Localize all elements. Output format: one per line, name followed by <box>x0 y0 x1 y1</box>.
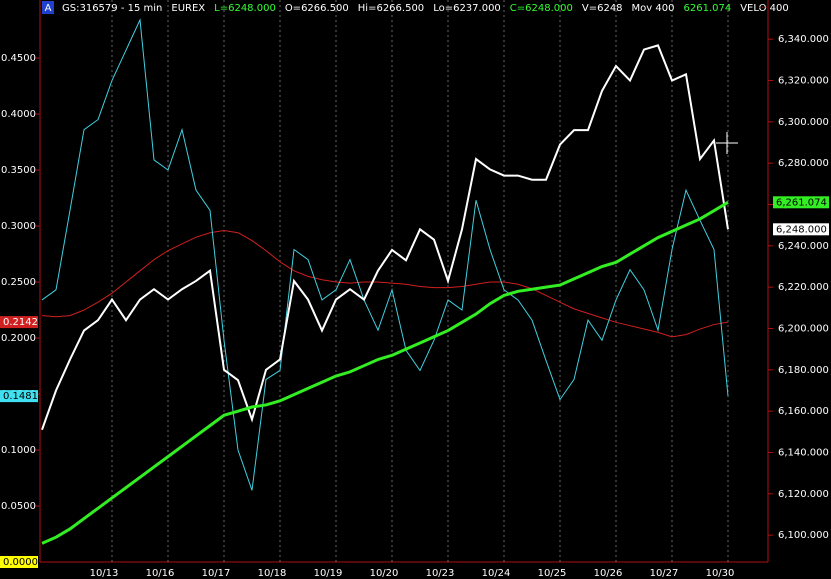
y-tick-label: 0.2000 <box>1 333 36 344</box>
x-tick-label: 10/24 <box>482 568 511 579</box>
value-marker <box>0 390 38 403</box>
y-tick-label: 0.4000 <box>1 109 36 120</box>
y2-tick-label: 6,180.000 <box>778 365 829 376</box>
y-tick-label: 0.0500 <box>1 501 36 512</box>
crosshair-cursor <box>716 132 738 154</box>
badge-box <box>42 1 54 14</box>
value-marker <box>773 196 829 209</box>
y-tick-label: 0.4500 <box>1 53 36 64</box>
y2-tick-label: 6,340.000 <box>778 34 829 45</box>
menu-dots: ··· <box>758 3 768 14</box>
value-marker <box>0 316 38 329</box>
x-tick-label: 10/19 <box>314 568 343 579</box>
value-marker-label: 6,261.074 <box>776 197 827 208</box>
value-marker-label: 0.1481 <box>3 391 38 402</box>
value-marker-label: 6,248.000 <box>776 224 827 235</box>
y2-tick-label: 6,140.000 <box>778 447 829 458</box>
badge: A <box>45 3 52 14</box>
x-tick-label: 10/25 <box>538 568 567 579</box>
y-tick-label: 0.1000 <box>1 445 36 456</box>
header-item: Lo=6237.000 <box>433 3 501 14</box>
y2-tick-label: 6,320.000 <box>778 76 829 87</box>
y2-tick-label: 6,300.000 <box>778 117 829 128</box>
series-line <box>41 229 729 338</box>
y-tick-label: 0.3500 <box>1 165 36 176</box>
y-tick-label: 0.3000 <box>1 221 36 232</box>
header-item: 6261.074 <box>683 3 731 14</box>
y2-tick-label: 6,100.000 <box>778 530 829 541</box>
y2-tick-label: 6,200.000 <box>778 323 829 334</box>
x-tick-label: 10/13 <box>90 568 119 579</box>
header-item: C=6248.000 <box>510 3 573 14</box>
x-tick-label: 10/27 <box>650 568 679 579</box>
series-line <box>41 201 729 545</box>
y2-tick-label: 6,220.000 <box>778 282 829 293</box>
x-tick-label: 10/17 <box>202 568 231 579</box>
x-tick-label: 10/18 <box>258 568 287 579</box>
value-marker-label: 0.0000 <box>3 557 38 568</box>
y2-tick-label: 6,280.000 <box>778 158 829 169</box>
y2-tick-label: 6,120.000 <box>778 489 829 500</box>
value-marker <box>773 223 829 236</box>
header-item: Mov 400 <box>632 3 675 14</box>
header-item: Hi=6266.500 <box>358 3 424 14</box>
x-tick-label: 10/23 <box>426 568 455 579</box>
y-tick-label: 0.2500 <box>1 277 36 288</box>
series-line <box>41 18 729 491</box>
header-item: GS:316579 - 15 min <box>62 3 162 14</box>
x-tick-label: 10/16 <box>146 568 175 579</box>
series-line <box>41 44 729 431</box>
header-item: O=6266.500 <box>285 3 349 14</box>
header-item: EUREX <box>171 3 205 14</box>
y2-tick-label: 6,240.000 <box>778 241 829 252</box>
x-tick-label: 10/20 <box>370 568 399 579</box>
y2-tick-label: 6,160.000 <box>778 406 829 417</box>
value-marker <box>0 556 38 568</box>
value-marker-label: 0.2142 <box>3 317 38 328</box>
x-tick-label: 10/30 <box>706 568 735 579</box>
x-tick-label: 10/26 <box>594 568 623 579</box>
header-item: VELO 400 <box>740 3 789 14</box>
header-item: L=6248.000 <box>214 3 276 14</box>
header-item: V=6248 <box>582 3 623 14</box>
